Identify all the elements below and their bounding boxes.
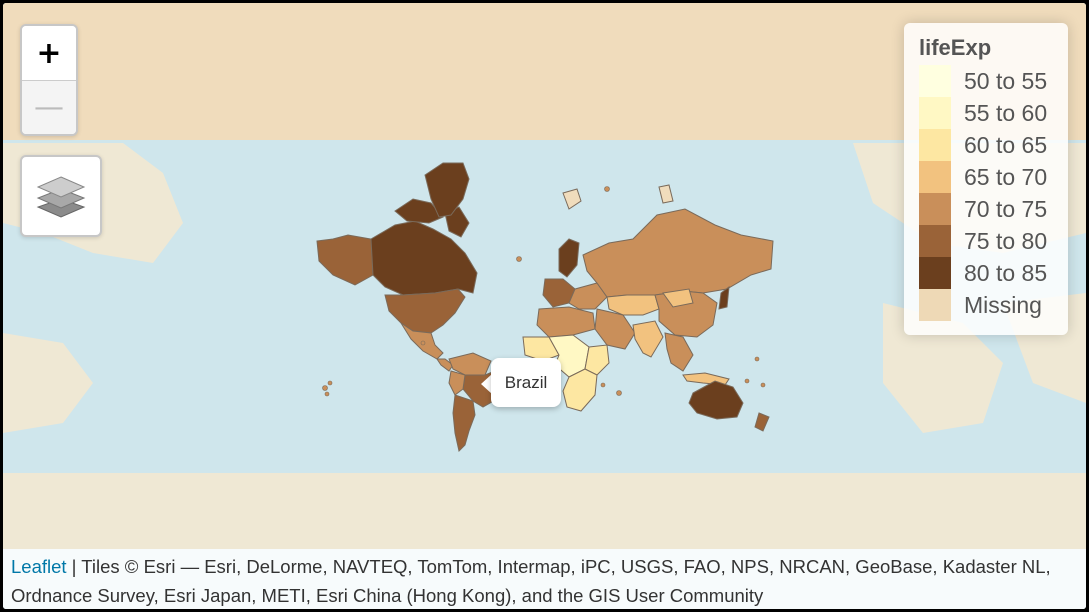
legend-item: 55 to 60 [919,97,1068,129]
country-southeast-asia [664,332,694,372]
legend-swatch [919,161,951,193]
legend-item: 65 to 70 [919,161,1068,193]
attribution-bar: Leaflet | Tiles © Esri — Esri, DeLorme, … [3,549,1086,609]
legend-label: 50 to 55 [964,67,1048,94]
legend-item: Missing [919,289,1068,321]
country-argentina-chile [452,394,476,452]
island-markers [322,186,766,397]
legend-swatch [919,97,951,129]
legend-swatch [919,289,951,321]
layers-control-button[interactable] [20,155,102,237]
layers-icon [36,176,86,218]
country-peru-bolivia [448,370,466,396]
legend-swatch [919,65,951,97]
country-popup: Brazil [491,358,561,407]
legend-swatch [919,129,951,161]
country-kazakhstan [606,294,660,316]
map-container[interactable]: + — lifeExp 50 to 55 55 to 60 60 to 65 6… [3,3,1086,609]
legend-item: 80 to 85 [919,257,1068,289]
zoom-control: + — [20,24,78,136]
legend-item: 75 to 80 [919,225,1068,257]
legend: lifeExp 50 to 55 55 to 60 60 to 65 65 to… [904,23,1068,335]
legend-label: 60 to 65 [964,131,1048,158]
legend-item: 50 to 55 [919,65,1068,97]
country-novaya-zemlya [658,184,674,204]
country-new-zealand [754,412,770,432]
country-central-america [436,358,454,372]
popup-tip [481,374,492,394]
attribution-text: | Tiles © Esri — Esri, DeLorme, NAVTEQ, … [11,556,1051,606]
legend-label: 65 to 70 [964,163,1048,190]
country-arctic-islands [394,198,444,224]
country-southern-africa [562,368,598,412]
country-north-africa [536,306,596,338]
country-australia [688,380,744,420]
country-mongolia [662,288,694,308]
legend-title: lifeExp [919,35,992,60]
country-japan [718,285,730,310]
legend-swatch [919,225,951,257]
country-scandinavia [558,238,580,278]
country-greenland [424,162,470,218]
legend-label: 75 to 80 [964,227,1048,254]
legend-label: 70 to 75 [964,195,1048,222]
legend-item: 70 to 75 [919,193,1068,225]
zoom-out-button[interactable]: — [22,80,76,134]
legend-swatch [919,257,951,289]
country-india [632,320,664,358]
country-east-africa [584,344,610,376]
zoom-in-button[interactable]: + [22,26,76,80]
country-svalbard [562,188,582,210]
legend-label: 80 to 85 [964,259,1048,286]
legend-label: Missing [964,291,1042,318]
country-usa [384,288,466,334]
leaflet-link[interactable]: Leaflet [11,556,67,577]
legend-label: 55 to 60 [964,99,1048,126]
legend-swatch [919,193,951,225]
legend-item: 60 to 65 [919,129,1068,161]
